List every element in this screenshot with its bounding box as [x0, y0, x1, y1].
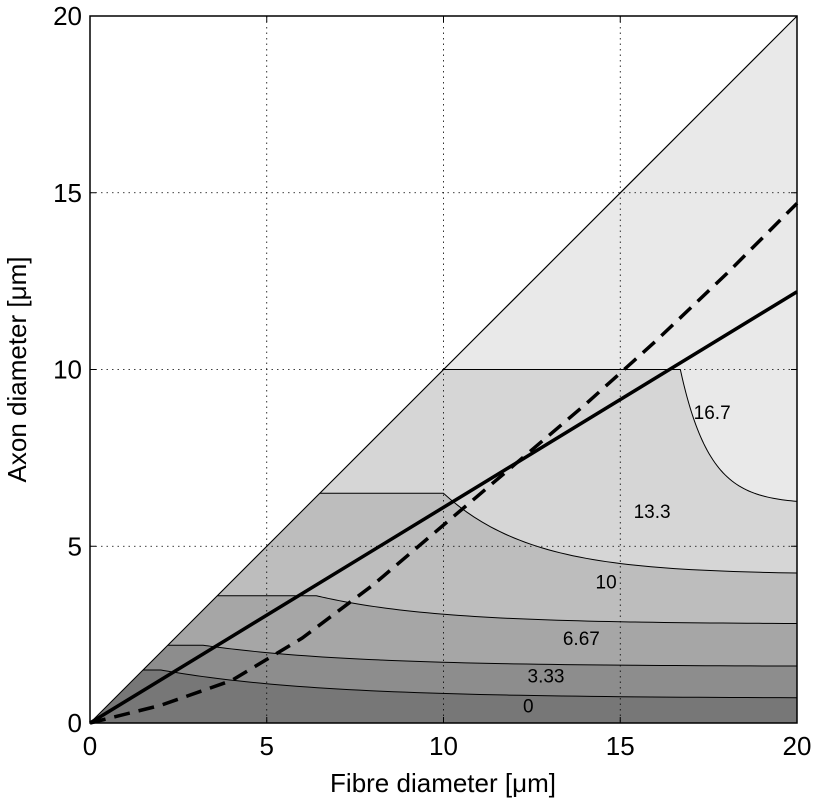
- y-tick-label: 20: [53, 1, 82, 31]
- x-axis-label: Fibre diameter [μm]: [330, 768, 556, 798]
- contour-labels: 0 3.33 6.67 10 13.3 16.7: [523, 403, 731, 717]
- contour-label: 13.3: [634, 502, 671, 523]
- x-tick-label: 15: [606, 731, 635, 761]
- contour-label: 0: [523, 696, 534, 717]
- y-tick-label: 0: [68, 708, 82, 738]
- contour-label: 10: [596, 573, 617, 594]
- grid-lines: [90, 16, 797, 723]
- x-tick-label: 0: [83, 731, 97, 761]
- contour-label: 6.67: [563, 629, 600, 650]
- y-axis-ticks: 0 5 10 15 20: [53, 1, 797, 738]
- y-tick-label: 5: [68, 531, 82, 561]
- contour-label: 16.7: [694, 403, 731, 424]
- x-tick-label: 5: [260, 731, 274, 761]
- dashed-series-line: [89, 202, 799, 725]
- x-tick-label: 20: [783, 731, 812, 761]
- y-axis-label: Axon diameter [μm]: [2, 257, 32, 483]
- y-tick-label: 15: [53, 178, 82, 208]
- series-lines: [89, 202, 799, 725]
- contour-label: 3.33: [528, 666, 565, 687]
- x-axis-ticks: 0 5 10 15 20: [83, 16, 812, 761]
- y-tick-label: 10: [53, 355, 82, 385]
- solid-series-line: [89, 290, 798, 725]
- x-tick-label: 10: [429, 731, 458, 761]
